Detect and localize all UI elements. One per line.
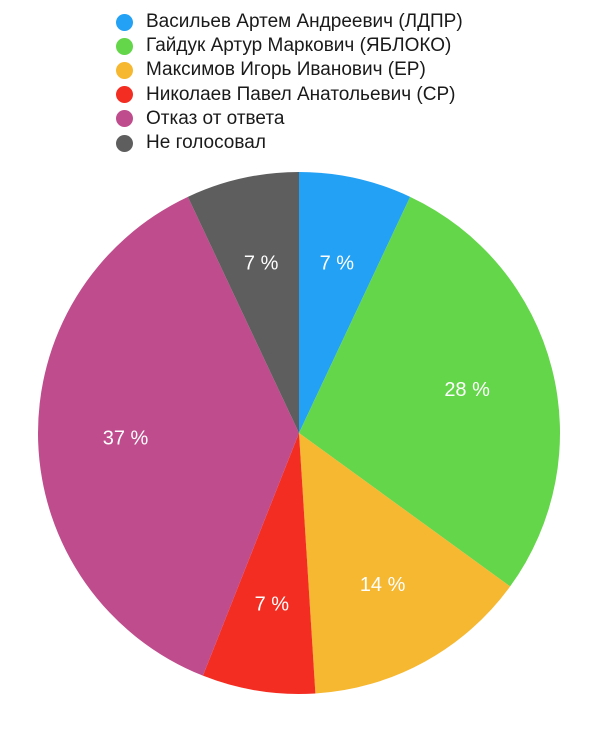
legend-swatch-yabloko	[116, 37, 133, 55]
slice-label-not-voted: 7 %	[244, 253, 279, 275]
legend-swatch-ldpr	[116, 13, 133, 31]
chart-legend: Васильев Артем Андреевич (ЛДПР) Гайдук А…	[116, 10, 463, 155]
legend-label-ldpr: Васильев Артем Андреевич (ЛДПР)	[146, 11, 463, 33]
slice-label-yabloko: 28 %	[444, 379, 490, 401]
legend-item-er: Максимов Игорь Иванович (ЕР)	[116, 58, 463, 82]
legend-label-sr: Николаев Павел Анатольевич (СР)	[146, 83, 456, 105]
pie-slice-ldpr	[299, 172, 411, 433]
legend-item-not-voted: Не голосовал	[116, 131, 463, 155]
legend-swatch-not-voted	[116, 134, 133, 152]
legend-item-sr: Николаев Павел Анатольевич (СР)	[116, 83, 463, 107]
slice-label-refused: 37 %	[103, 427, 149, 449]
legend-item-yabloko: Гайдук Артур Маркович (ЯБЛОКО)	[116, 34, 463, 58]
legend-label-yabloko: Гайдук Артур Маркович (ЯБЛОКО)	[146, 35, 452, 57]
legend-label-er: Максимов Игорь Иванович (ЕР)	[146, 59, 426, 81]
pie-slice-refused	[37, 196, 300, 676]
legend-swatch-er	[116, 61, 133, 79]
slice-label-ldpr: 7 %	[320, 253, 355, 275]
legend-label-refused: Отказ от ответа	[146, 107, 285, 129]
pie-slice-sr	[202, 433, 316, 694]
legend-item-ldpr: Васильев Артем Андреевич (ЛДПР)	[116, 10, 463, 34]
legend-item-refused: Отказ от ответа	[116, 107, 463, 131]
legend-swatch-refused	[116, 110, 133, 128]
slice-label-er: 14 %	[360, 574, 406, 596]
legend-label-not-voted: Не голосовал	[146, 132, 266, 154]
pie-slice-er	[299, 433, 511, 694]
pie-slice-yabloko	[299, 196, 560, 587]
slice-label-sr: 7 %	[255, 593, 290, 615]
legend-swatch-sr	[116, 86, 133, 104]
pie-slice-not-voted	[187, 172, 299, 433]
